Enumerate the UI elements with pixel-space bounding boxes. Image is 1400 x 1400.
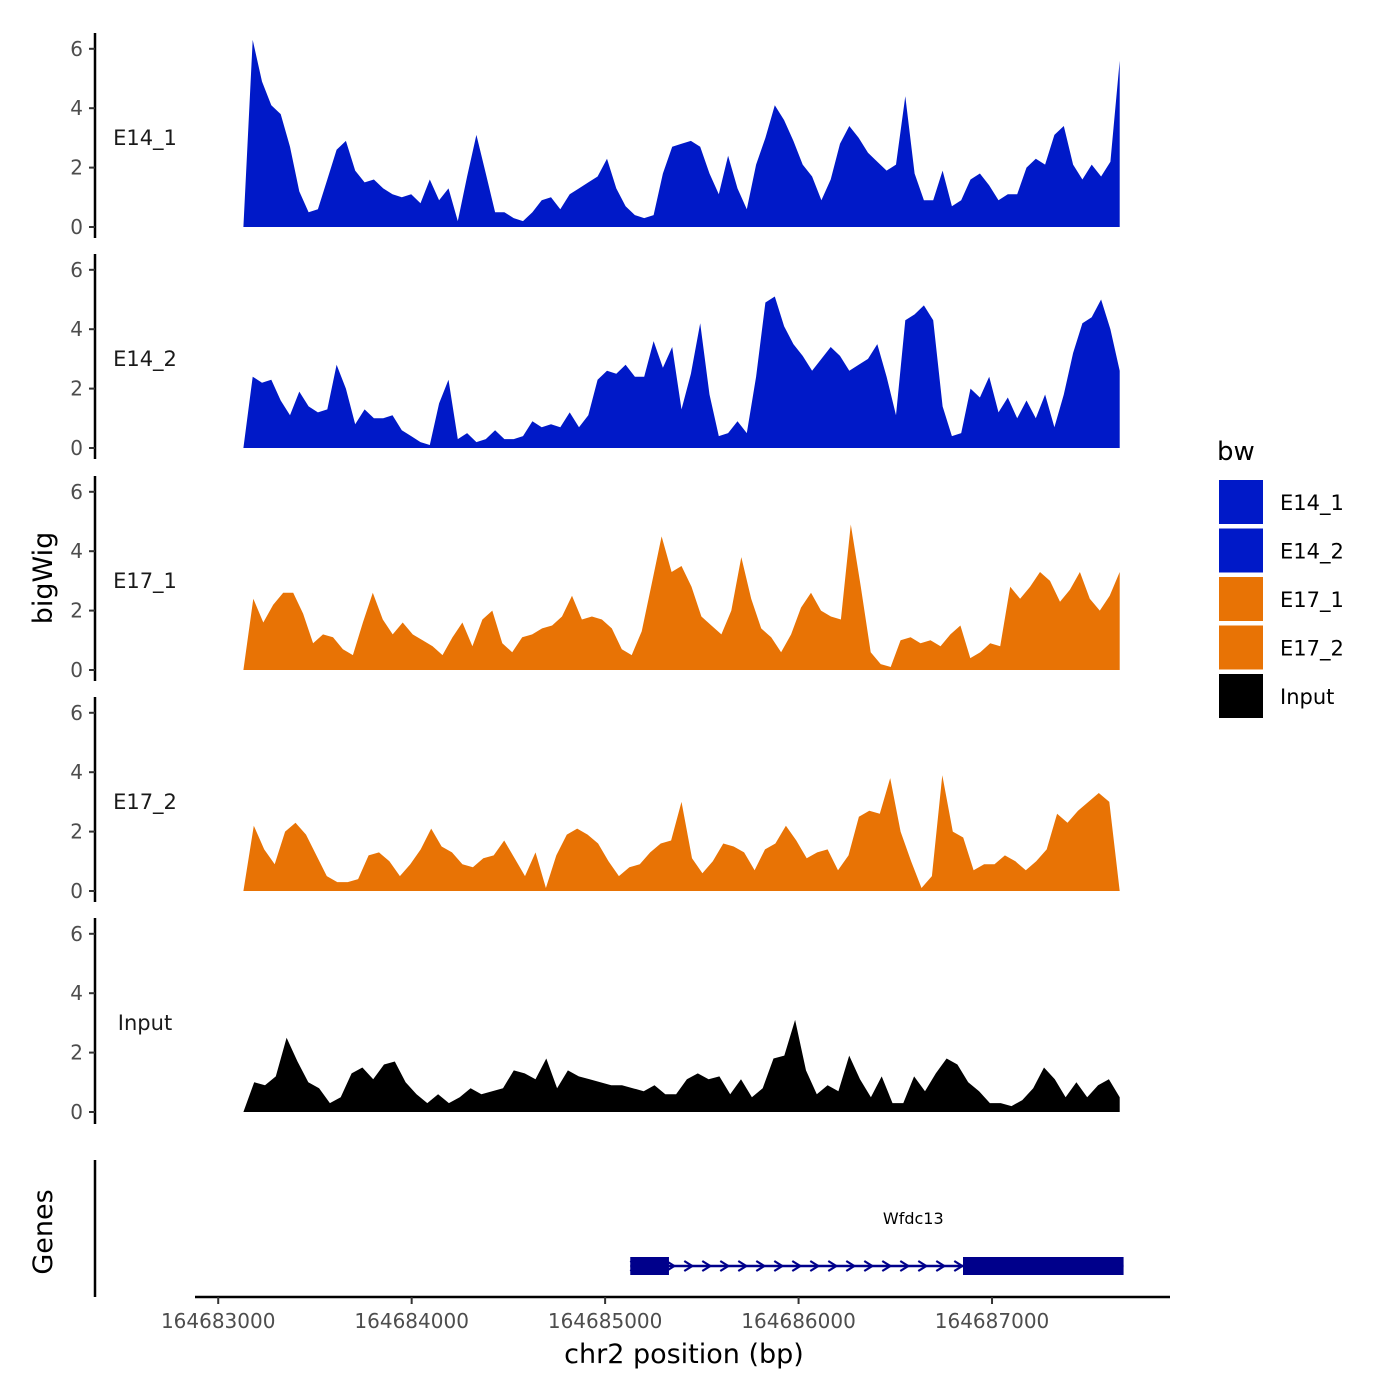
legend-title: bw (1217, 437, 1255, 467)
y-tick-label-e17-1-0: 0 (70, 658, 83, 682)
legend-label-e17-2: E17_2 (1280, 637, 1344, 662)
signal-area-e14-1 (243, 39, 1120, 228)
track-label-e17-1: E17_1 (113, 569, 177, 594)
gene-exon-1 (630, 1257, 669, 1275)
gene-exon-2 (963, 1257, 1124, 1275)
signal-area-e14-2 (243, 296, 1120, 448)
y-tick-label-e17-1-6: 6 (70, 480, 83, 504)
track-e14-1: 0 2 4 6 E14_1 (70, 33, 1120, 239)
track-e17-2: 0 2 4 6 E17_2 (70, 697, 1120, 903)
track-e14-2: 0 2 4 6 E14_2 (70, 254, 1120, 460)
x-tick-label-164687000: 164687000 (935, 1309, 1050, 1333)
legend-swatch-e17-1 (1219, 577, 1263, 621)
y-tick-label-e17-2-4: 4 (70, 760, 83, 784)
x-tick-label-164684000: 164684000 (354, 1309, 469, 1333)
y-tick-label-e14-1-6: 6 (70, 37, 83, 61)
strand-arrow (935, 1260, 947, 1272)
y-tick-label-e14-2-0: 0 (70, 436, 83, 460)
legend-label-input: Input (1280, 685, 1334, 709)
y-tick-label-e17-2-2: 2 (70, 820, 83, 844)
y-tick-label-e14-2-2: 2 (70, 377, 83, 401)
strand-arrow (755, 1260, 767, 1272)
genes-panel: Wfdc13 (93, 1160, 1124, 1297)
strand-arrow (683, 1260, 695, 1272)
tracks-group: 0 2 4 6 E14_1 0 2 4 6 E14_2 0 2 4 6 E17_1 0 2 4 6 E17_2 0 2 4 6… (70, 33, 1120, 1124)
y-tick-label-e14-2-4: 4 (70, 317, 83, 341)
x-axis-title: chr2 position (bp) (564, 1339, 804, 1370)
track-e17-1: 0 2 4 6 E17_1 (70, 476, 1120, 682)
track-label-input: Input (118, 1011, 172, 1035)
y-tick-label-e14-1-0: 0 (70, 215, 83, 239)
gene-wfdc13: Wfdc13 (629, 1209, 1124, 1275)
strand-arrow (863, 1260, 875, 1272)
y-tick-label-input-0: 0 (70, 1100, 83, 1124)
track-label-e17-2: E17_2 (113, 790, 177, 815)
strand-arrow (827, 1260, 839, 1272)
signal-area-e17-2 (243, 775, 1120, 891)
legend-swatch-e14-2 (1219, 528, 1263, 573)
y-tick-label-e14-1-4: 4 (70, 96, 83, 120)
legend-swatch-input (1219, 674, 1263, 718)
legend-swatch-e17-2 (1219, 625, 1263, 670)
strand-arrow (719, 1260, 731, 1272)
y-tick-label-e17-1-4: 4 (70, 539, 83, 563)
y-tick-label-e17-2-6: 6 (70, 701, 83, 725)
legend-label-e14-1: E14_1 (1280, 491, 1344, 516)
legend: bw E14_1 E14_2 E17_1 E17_2 Input (1217, 437, 1344, 718)
signal-area-input (243, 1019, 1120, 1112)
strand-arrow (917, 1260, 929, 1272)
strand-arrow (701, 1260, 713, 1272)
y-axis-title: bigWig (28, 532, 59, 625)
strand-arrow (737, 1260, 749, 1272)
y-tick-label-input-2: 2 (70, 1041, 83, 1065)
y-tick-label-input-6: 6 (70, 922, 83, 946)
legend-swatch-e14-1 (1219, 480, 1263, 524)
track-label-e14-2: E14_2 (113, 347, 177, 372)
y-tick-label-input-4: 4 (70, 981, 83, 1005)
strand-arrow (953, 1260, 965, 1272)
genes-axis-title: Genes (28, 1189, 59, 1274)
track-label-e14-1: E14_1 (113, 126, 177, 151)
x-tick-label-164683000: 164683000 (161, 1309, 276, 1333)
legend-label-e14-2: E14_2 (1280, 540, 1344, 565)
strand-arrow (773, 1260, 785, 1272)
x-axis: 164683000 164684000 164685000 164686000 1646… (161, 1295, 1170, 1333)
x-tick-label-164685000: 164685000 (548, 1309, 663, 1333)
legend-label-e17-1: E17_1 (1280, 588, 1344, 613)
strand-arrow (881, 1260, 893, 1272)
y-tick-label-e17-2-0: 0 (70, 879, 83, 903)
y-tick-label-e17-1-2: 2 (70, 599, 83, 623)
y-tick-label-e14-2-6: 6 (70, 258, 83, 282)
strand-arrow (809, 1260, 821, 1272)
gene-name-label: Wfdc13 (883, 1209, 944, 1228)
x-tick-label-164686000: 164686000 (741, 1309, 856, 1333)
signal-area-e17-1 (243, 524, 1120, 670)
strand-arrow (791, 1260, 803, 1272)
strand-arrow (899, 1260, 911, 1272)
track-input: 0 2 4 6 Input (70, 918, 1120, 1124)
y-tick-label-e14-1-2: 2 (70, 156, 83, 180)
strand-arrow (845, 1260, 857, 1272)
